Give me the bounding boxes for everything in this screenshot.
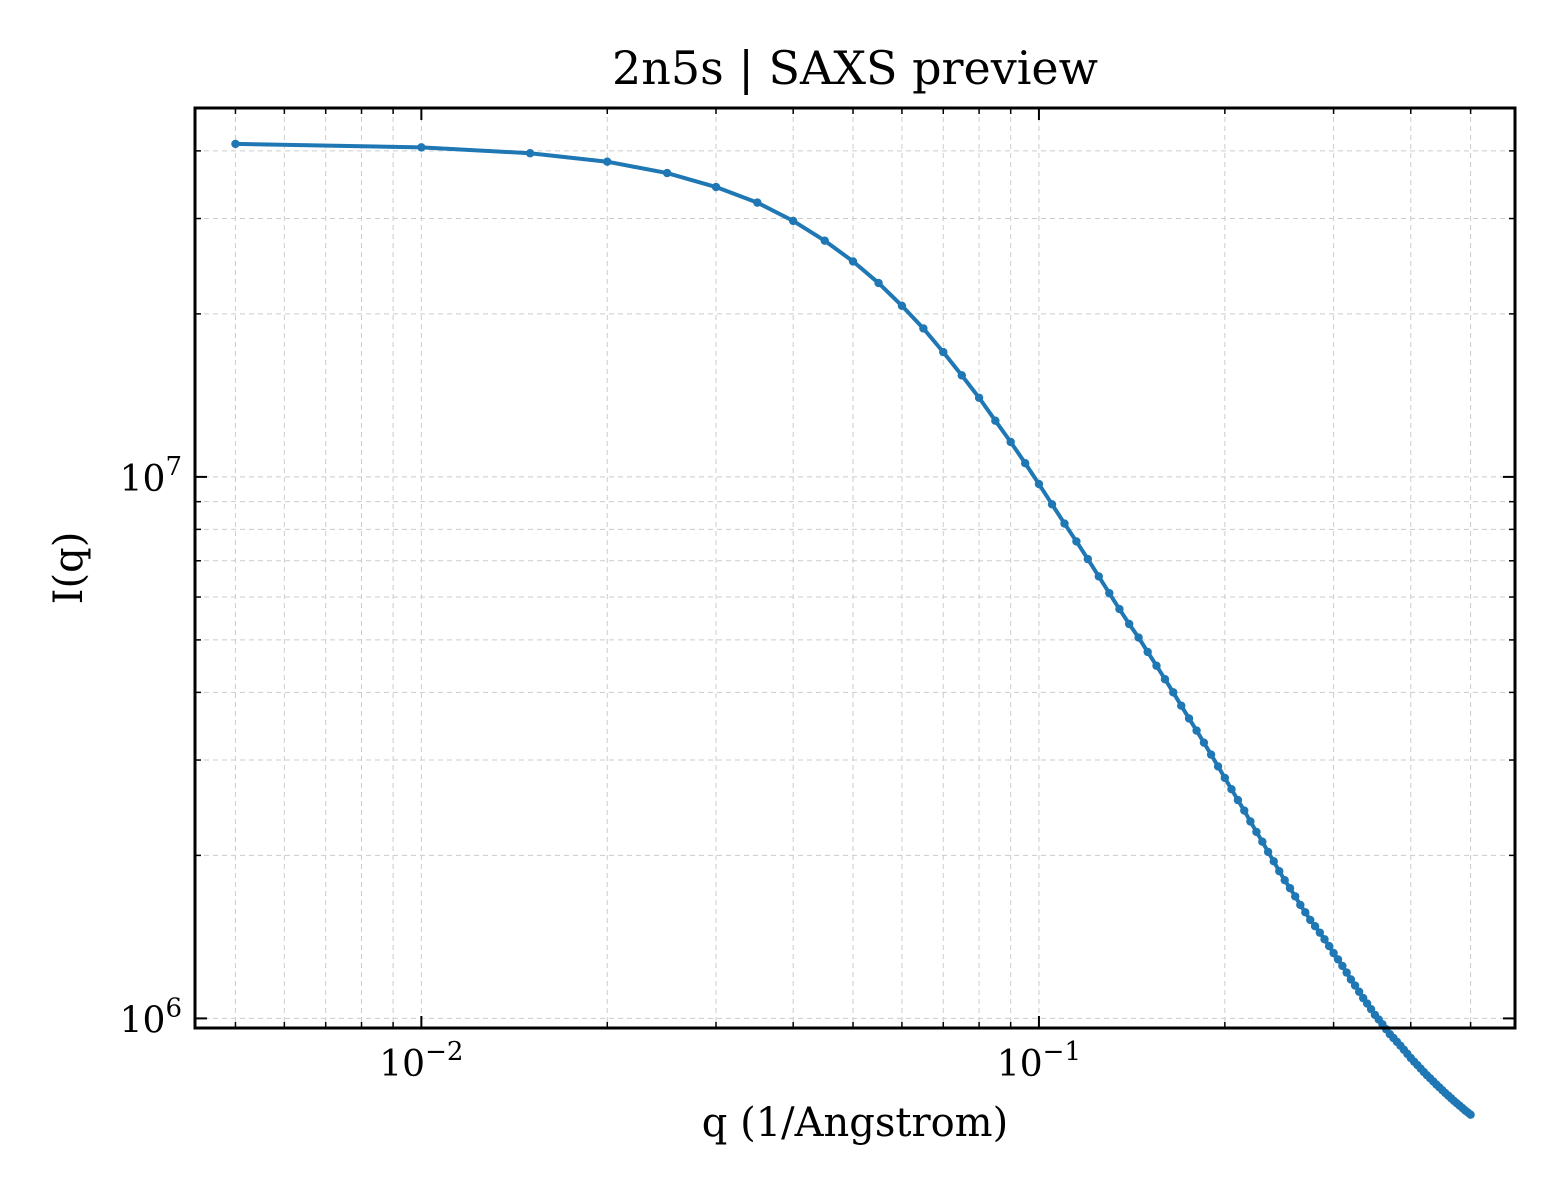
data-point [1275, 867, 1284, 876]
data-point [848, 257, 858, 266]
tick-labels: 10−2 10−1 106 107 [120, 452, 1081, 1085]
data-point [1320, 935, 1329, 944]
data-point [1324, 941, 1334, 951]
data-point [1227, 785, 1236, 794]
data-point [1206, 750, 1216, 759]
data-point [1160, 675, 1170, 684]
data-point [1047, 500, 1057, 509]
data-point [957, 371, 966, 380]
data-point [1134, 633, 1143, 642]
data-point [1213, 762, 1223, 771]
data-point [820, 236, 829, 245]
data-point [1338, 961, 1347, 971]
chart-title: 2n5s | SAXS preview [612, 41, 1098, 95]
x-tick-label: 10−1 [997, 1037, 1081, 1085]
data-point [1233, 795, 1243, 805]
data-point [1192, 726, 1201, 735]
data-point [919, 324, 928, 333]
data-point [1240, 806, 1249, 815]
data-point [1291, 892, 1300, 901]
data-point [1269, 857, 1278, 866]
data-point [1301, 908, 1310, 917]
data-point [1246, 817, 1255, 826]
data-point [874, 278, 883, 288]
grid [195, 108, 1515, 1028]
data-point [1354, 987, 1364, 996]
data-point [753, 198, 762, 207]
data-point [1060, 519, 1069, 528]
data-point [939, 347, 948, 357]
data-point [1184, 714, 1194, 723]
data-point [1143, 647, 1152, 657]
data-point [897, 301, 907, 310]
x-axis-label: q (1/Angstrom) [702, 1100, 1008, 1146]
data-point [1280, 875, 1289, 885]
data-point [1072, 537, 1081, 546]
y-tick-label: 106 [120, 993, 182, 1041]
data-point [417, 143, 426, 152]
data-point [1006, 437, 1015, 447]
plot-frame [193, 106, 1517, 1030]
data-point [1020, 458, 1030, 468]
data-point [1177, 701, 1186, 710]
data-point [1310, 922, 1320, 931]
data-point [1105, 588, 1114, 598]
data-point [991, 416, 1000, 425]
data-point [1252, 827, 1261, 837]
data-point [1083, 554, 1093, 564]
data-point [1333, 955, 1343, 964]
data-point [788, 216, 798, 226]
data-point [1306, 915, 1315, 925]
data-point [1115, 604, 1124, 614]
data-point [711, 182, 721, 192]
data-point [974, 393, 984, 402]
x-tick-label: 10−2 [379, 1037, 463, 1085]
data-point [1094, 572, 1103, 581]
y-tick-label: 107 [120, 452, 182, 500]
data-point [1346, 975, 1356, 984]
data-point [1285, 883, 1295, 893]
data-point [662, 168, 672, 178]
data-point [1258, 837, 1267, 846]
data-point [1296, 900, 1305, 910]
plot-area [231, 139, 1475, 1119]
data-point [1350, 981, 1360, 990]
data-point [1342, 968, 1351, 977]
data-point [231, 139, 240, 149]
data-point [1263, 847, 1273, 857]
data-point [1315, 928, 1325, 937]
data-point [525, 149, 535, 158]
data-point [603, 157, 612, 166]
data-point [1169, 688, 1178, 697]
data-point [1329, 948, 1338, 958]
data-point [1034, 479, 1044, 489]
y-axis-label: I(q) [46, 532, 92, 605]
data-point [1466, 1110, 1475, 1119]
data-point [1152, 661, 1161, 670]
data-point [1199, 738, 1209, 747]
data-point [1124, 619, 1134, 629]
data-point [1220, 773, 1230, 783]
